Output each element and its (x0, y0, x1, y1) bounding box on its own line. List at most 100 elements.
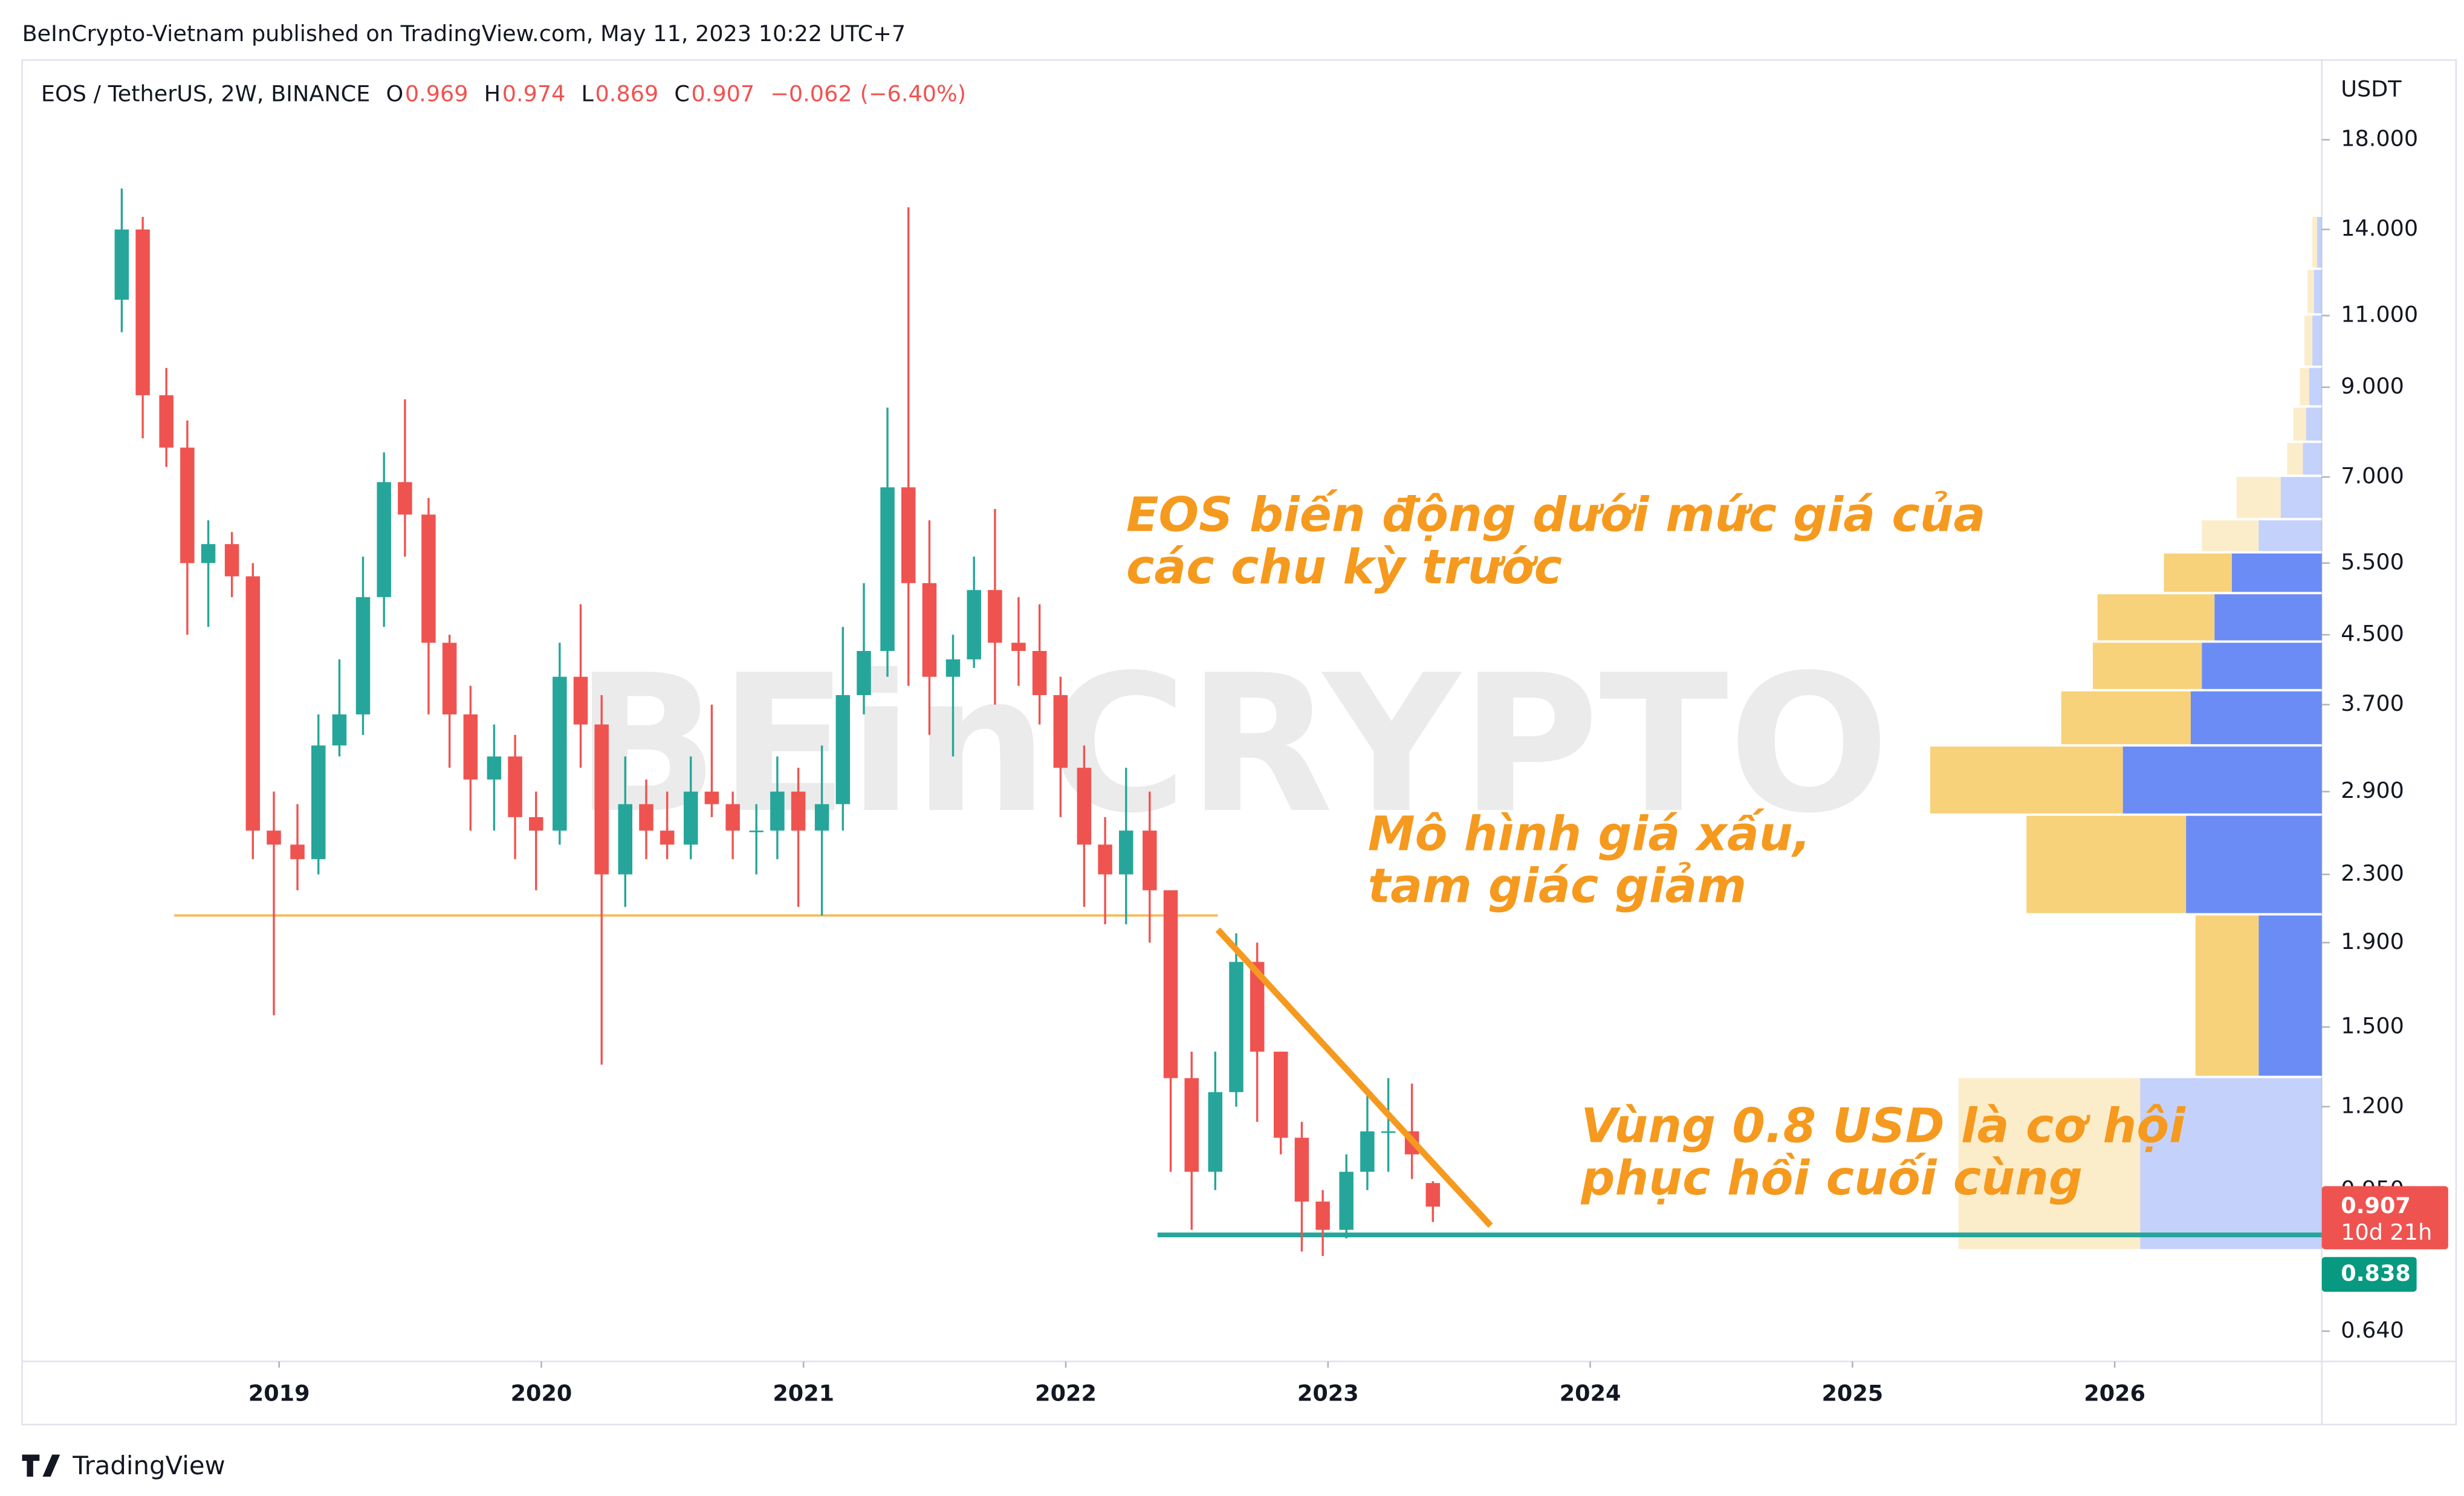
y-tick-label: 1.200 (2341, 1092, 2404, 1118)
candle-body (1077, 768, 1092, 845)
volume-up (2236, 477, 2281, 518)
candle-body (355, 597, 371, 714)
annotation: phục hồi cuối cùng (1580, 1151, 2083, 1206)
volume-up (2287, 442, 2303, 475)
candle-body (180, 447, 195, 563)
y-tick-label: 11.000 (2341, 302, 2418, 328)
x-tick-label: 2026 (2084, 1381, 2145, 1407)
candle-body (725, 804, 740, 831)
volume-down (2280, 477, 2322, 518)
volume-down (2231, 553, 2322, 592)
candle-body (967, 590, 981, 659)
ohlc-value: 0.974 (502, 80, 566, 106)
candle-body (683, 791, 698, 845)
candle-body (749, 831, 764, 832)
x-tick-label: 2023 (1297, 1381, 1359, 1407)
volume-down (2186, 815, 2322, 913)
support-price: 0.838 (2341, 1260, 2411, 1286)
candle-body (704, 791, 719, 805)
candle-body (1143, 831, 1157, 890)
volume-down (2202, 643, 2322, 689)
volume-down (2258, 520, 2322, 551)
volume-down (2258, 915, 2322, 1076)
footer: TradingView (72, 1451, 225, 1480)
ohlc-letter: C (674, 80, 690, 106)
volume-up (1930, 746, 2123, 814)
x-tick-label: 2024 (1560, 1381, 1621, 1407)
y-tick-label: 4.500 (2341, 621, 2404, 647)
y-tick-label: 5.500 (2341, 549, 2404, 575)
ohlc-value: 0.869 (595, 80, 659, 106)
candle-body (791, 791, 806, 831)
x-tick-label: 2021 (773, 1381, 834, 1407)
y-tick-label: 7.000 (2341, 463, 2404, 489)
candle-body (880, 487, 895, 651)
candle-body (660, 831, 675, 845)
candle-body (922, 583, 937, 677)
candle-body (1032, 650, 1047, 695)
candle-body (573, 676, 588, 725)
x-tick-label: 2020 (511, 1381, 572, 1407)
volume-down (2122, 746, 2322, 814)
candle-body (770, 791, 785, 831)
candle-body (508, 756, 522, 817)
candle-body (814, 804, 829, 831)
volume-up (2164, 553, 2232, 592)
ohlc-value: 0.907 (691, 80, 754, 106)
last-price: 0.907 (2341, 1193, 2411, 1219)
volume-down (2317, 216, 2322, 268)
candle-body (201, 544, 216, 563)
annotation: tam giác giảm (1368, 859, 1746, 914)
y-tick-label: 2.300 (2341, 860, 2404, 886)
candle-body (835, 695, 851, 805)
volume-up (2097, 594, 2215, 641)
candle-body (553, 676, 567, 831)
volume-down (2312, 316, 2322, 366)
countdown: 10d 21h (2341, 1219, 2432, 1245)
candle-body (135, 229, 150, 395)
y-tick-label: 1.500 (2341, 1013, 2404, 1039)
support-price-tag (2321, 1257, 2417, 1292)
header: BeInCrypto-Vietnam published on TradingV… (22, 21, 906, 47)
candle-body (1360, 1131, 1375, 1172)
volume-down (2313, 270, 2322, 314)
volume-up (2061, 691, 2191, 745)
currency: USDT (2341, 76, 2402, 102)
candle-body (224, 544, 239, 577)
candle-body (290, 844, 305, 860)
frame (21, 59, 2457, 1426)
volume-up (2304, 316, 2313, 366)
y-tick-label: 2.900 (2341, 777, 2404, 803)
candle-body (442, 643, 457, 714)
candle-body (1273, 1051, 1288, 1138)
volume-down (2190, 691, 2322, 745)
candle-body (267, 831, 281, 845)
candle-body (901, 487, 916, 583)
y-tick-label: 18.000 (2341, 126, 2418, 152)
annotation: Mô hình giá xấu, (1368, 806, 1811, 861)
volume-up (2293, 407, 2306, 441)
footer-logo (22, 1454, 60, 1477)
ohlc-letter: O (386, 80, 403, 106)
candle-body (529, 817, 543, 831)
candle-body (1250, 962, 1265, 1052)
volume-up (2195, 915, 2259, 1076)
candle-body (1098, 844, 1112, 875)
volume-down (2214, 594, 2322, 641)
candle-body (398, 482, 412, 515)
candle-body (1184, 1078, 1199, 1172)
volume-up (2092, 643, 2202, 689)
candle-body (1315, 1201, 1330, 1230)
change: −0.062 (770, 80, 852, 106)
volume-down (2306, 407, 2322, 441)
volume-down (2303, 442, 2322, 475)
y-tick-label: 3.700 (2341, 690, 2404, 716)
trend-line (1215, 927, 1493, 1228)
candle-body (945, 659, 961, 677)
candle-body (1208, 1092, 1223, 1172)
candle-body (311, 745, 326, 860)
candle-body (1011, 643, 1026, 651)
candle-body (1381, 1131, 1396, 1133)
annotation: các chu kỳ trước (1126, 540, 1562, 595)
